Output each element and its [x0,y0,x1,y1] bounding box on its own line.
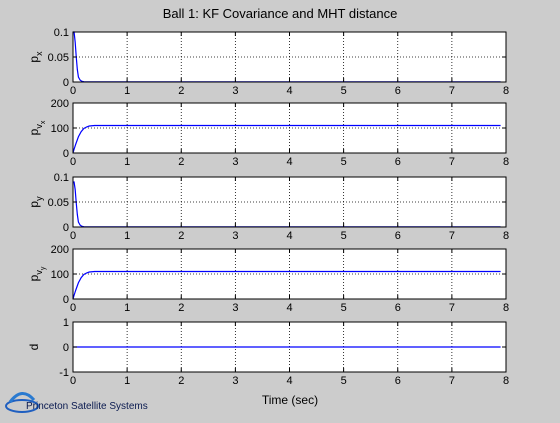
x-tick-label: 6 [395,302,401,314]
x-tick-label: 3 [232,156,238,168]
x-tick-label: 0 [70,302,76,314]
x-tick-label: 5 [341,156,347,168]
x-tick-label: 3 [232,85,238,97]
y-axis-label: d [27,344,41,351]
brand-logo: Princeton Satellite Systems [4,382,154,418]
x-tick-label: 2 [178,85,184,97]
x-tick-label: 5 [341,302,347,314]
brand-name: Princeton Satellite Systems [26,401,148,412]
x-tick-label: 2 [178,375,184,387]
x-tick-label: 8 [503,85,509,97]
x-tick-label: 8 [503,156,509,168]
y-tick-label: 0.1 [54,172,69,184]
x-tick-label: 7 [449,156,455,168]
y-tick-label: 0.05 [48,52,69,64]
x-tick-label: 4 [286,375,292,387]
x-tick-label: 3 [232,230,238,242]
x-tick-label: 2 [178,230,184,242]
y-axis-label: pvy [27,266,47,281]
x-tick-label: 7 [449,302,455,314]
subplot-3: 0 1 2 3 4 5 6 7 8 0 0.05 0.1 py [27,172,509,242]
x-tick-label: 7 [449,85,455,97]
y-tick-label: 0 [63,294,69,306]
x-tick-label: 7 [449,375,455,387]
x-tick-label: 0 [70,85,76,97]
x-tick-label: 7 [449,230,455,242]
x-tick-label: 6 [395,156,401,168]
x-tick-label: 4 [286,302,292,314]
y-tick-label: -1 [59,367,69,379]
y-tick-label: 0 [63,77,69,89]
x-tick-label: 3 [232,375,238,387]
y-tick-label: 0.05 [48,197,69,209]
y-tick-label: 0 [63,342,69,354]
x-tick-label: 0 [70,230,76,242]
x-tick-label: 8 [503,375,509,387]
x-tick-label: 6 [395,375,401,387]
x-tick-label: 6 [395,85,401,97]
subplot-2: 0 1 2 3 4 5 6 7 8 0 100 200 pvx [27,98,509,168]
x-tick-label: 8 [503,230,509,242]
y-tick-label: 1 [63,317,69,329]
x-tick-label: 2 [178,302,184,314]
y-tick-label: 0 [63,148,69,160]
y-tick-label: 0.1 [54,27,69,39]
x-tick-label: 0 [70,156,76,168]
x-tick-label: 8 [503,302,509,314]
satellite-orbit-icon [4,382,44,418]
x-tick-label: 6 [395,230,401,242]
y-axis-label: pvx [27,120,47,135]
x-tick-label: 1 [124,230,130,242]
y-tick-label: 200 [51,244,69,256]
subplot-1: 0 1 2 3 4 5 6 7 8 0 0.05 0.1 px [27,27,509,97]
x-tick-label: 1 [124,302,130,314]
x-tick-label: 5 [341,375,347,387]
x-tick-label: 5 [341,85,347,97]
x-tick-label: 1 [124,156,130,168]
x-tick-label: 2 [178,156,184,168]
x-tick-label: 1 [124,85,130,97]
x-tick-label: 4 [286,230,292,242]
x-tick-label: 4 [286,156,292,168]
y-tick-label: 0 [63,222,69,234]
x-tick-label: 4 [286,85,292,97]
y-tick-label: 200 [51,98,69,110]
y-axis-label: px [27,51,44,63]
subplot-4: 0 1 2 3 4 5 6 7 8 0 100 200 pvy [27,244,509,314]
y-tick-label: 100 [51,269,69,281]
y-axis-label: py [27,196,44,208]
x-tick-label: 5 [341,230,347,242]
x-tick-label: 3 [232,302,238,314]
y-tick-label: 100 [51,123,69,135]
